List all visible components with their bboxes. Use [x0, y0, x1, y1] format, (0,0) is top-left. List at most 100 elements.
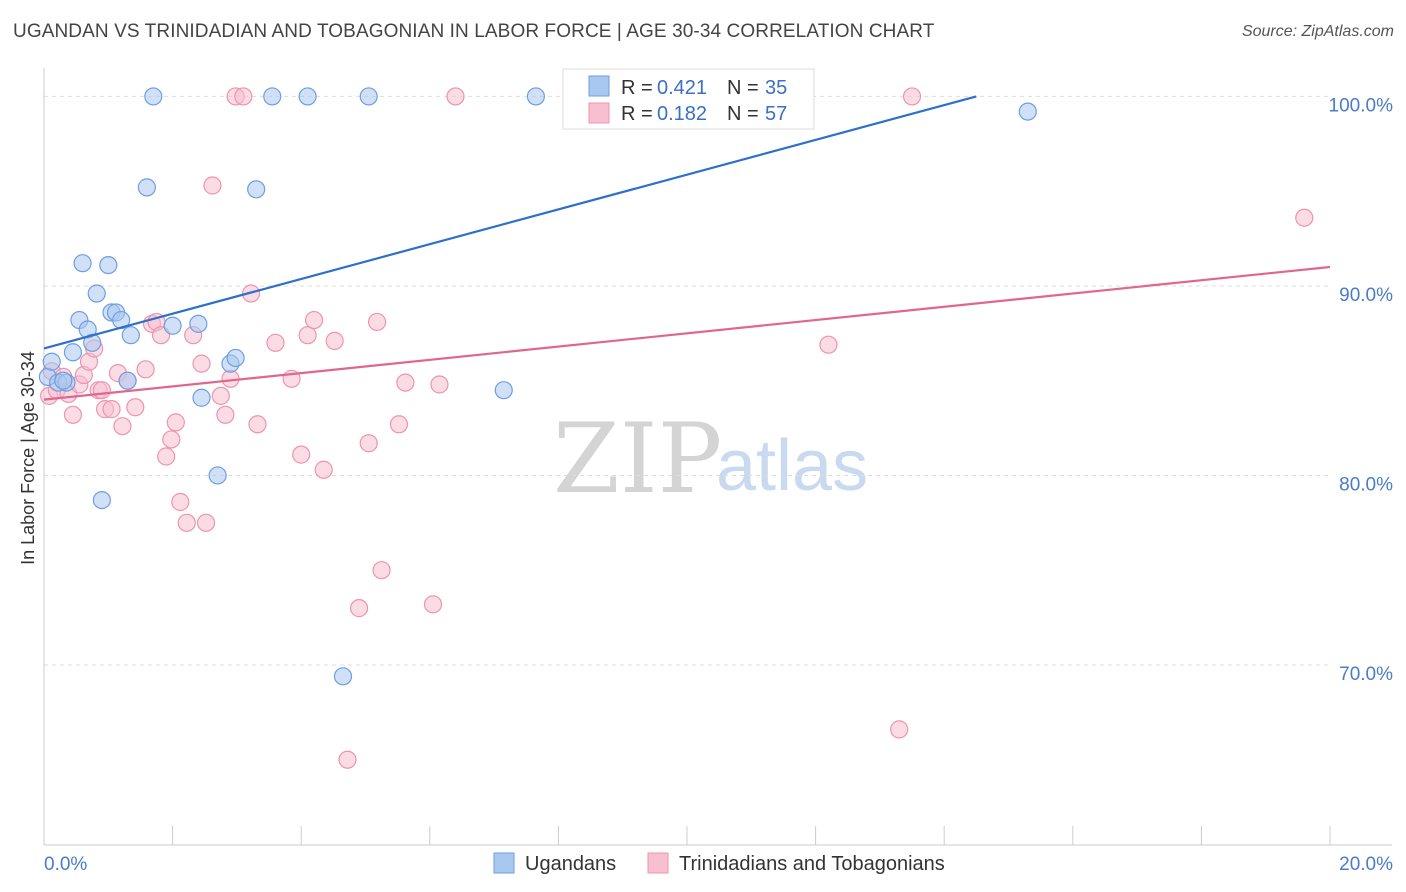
ugandan-point: [144, 87, 163, 106]
y-tick-label: 80.0%: [1339, 474, 1393, 495]
trinidadian-point: [298, 326, 317, 345]
y-tick-label: 90.0%: [1339, 285, 1393, 306]
ugandan-point: [73, 254, 92, 273]
trinidadian-point: [248, 415, 267, 434]
ugandan-point: [54, 371, 73, 390]
trinidadian-point: [890, 720, 909, 739]
legend-swatch-trinidadians: [588, 102, 610, 124]
trinidadian-point: [325, 331, 344, 350]
ugandan-point: [92, 490, 111, 510]
ugandan-point: [137, 178, 156, 197]
trinidadian-point: [338, 750, 357, 769]
ugandan-point: [118, 371, 137, 390]
trinidadian-point: [177, 513, 196, 532]
ugandan-point: [42, 352, 61, 371]
legend-label-trinidadians: Trinidadians and Tobagonians: [679, 853, 945, 875]
trinidadian-point: [126, 398, 145, 417]
ugandan-point: [87, 284, 106, 303]
legend-r-value-trinidadians: 0.182: [657, 103, 707, 125]
y-tick-label: 70.0%: [1339, 664, 1393, 685]
ugandan-point: [63, 343, 83, 362]
y-tick-labels: 70.0% 80.0% 90.0% 100.0%: [1329, 95, 1394, 685]
legend-swatch-ugandans: [588, 75, 610, 97]
ugandan-point: [163, 316, 182, 335]
trinidadian-point: [203, 176, 222, 195]
ugandan-point: [192, 388, 211, 407]
trinidadian-point: [430, 375, 449, 394]
y-axis-label: In Labor Force | Age 30-34: [18, 351, 38, 565]
trinidadian-point: [1295, 208, 1314, 227]
trinidadian-point: [367, 312, 387, 332]
axes: [43, 68, 1392, 846]
ugandan-point: [121, 326, 140, 345]
ugandan-point: [494, 381, 513, 400]
trinidadian-point: [234, 87, 253, 106]
trinidadian-point: [349, 599, 369, 618]
x-tick-labels: 0.0% 20.0%: [44, 854, 1393, 875]
source-label: Source: ZipAtlas.com: [1241, 23, 1394, 40]
watermark: ZIP atlas: [553, 403, 868, 515]
trinidadian-point: [192, 354, 211, 373]
trinidadian-point: [389, 415, 409, 434]
trinidadian-point: [314, 460, 333, 479]
trinidadian-point: [304, 310, 324, 330]
y-tick-label: 100.0%: [1329, 95, 1394, 116]
series-legend: Ugandans Trinidadians and Tobagonians: [493, 852, 945, 875]
legend-r-value-ugandans: 0.421: [657, 77, 707, 99]
ugandan-point: [359, 87, 378, 106]
legend-swatch-trinidadians: [647, 852, 669, 874]
trinidadian-point: [292, 445, 311, 464]
legend-n-value-ugandans: 35: [765, 77, 787, 99]
trinidadian-point: [162, 430, 181, 449]
trinidadian-point: [902, 87, 922, 106]
legend-n-label: N =: [727, 77, 759, 99]
trend-line-ugandans: [43, 95, 977, 350]
series-trinidadians-points: [40, 87, 1314, 769]
trinidadian-point: [819, 335, 838, 354]
ugandan-point: [333, 667, 353, 686]
trinidadian-point: [372, 561, 391, 580]
legend-r-label: R =: [621, 103, 653, 125]
ugandan-point: [247, 180, 266, 199]
chart-title: UGANDAN VS TRINIDADIAN AND TOBAGONIAN IN…: [13, 21, 935, 42]
legend-r-label: R =: [621, 77, 653, 99]
trinidadian-point: [266, 333, 285, 352]
x-tick-label: 20.0%: [1339, 854, 1393, 875]
trinidadian-point: [423, 595, 443, 614]
series-ugandans-points: [38, 87, 1037, 686]
trinidadian-point: [396, 373, 415, 392]
trinidadian-point: [196, 513, 216, 532]
ugandan-point: [298, 87, 317, 106]
legend-n-value-trinidadians: 57: [765, 103, 787, 125]
trinidadian-point: [63, 405, 83, 424]
ugandan-point: [526, 87, 545, 106]
trinidadian-point: [136, 360, 155, 379]
legend-swatch-ugandans: [493, 852, 515, 874]
ugandan-point: [99, 255, 118, 275]
ugandan-point: [1018, 102, 1037, 121]
legend-label-ugandans: Ugandans: [525, 853, 616, 875]
trinidadian-point: [92, 381, 111, 400]
watermark-atlas: atlas: [716, 426, 868, 506]
trend-lines: [43, 95, 1331, 401]
trinidadian-point: [446, 87, 465, 106]
trinidadian-point: [102, 400, 121, 419]
ugandan-point: [83, 333, 102, 352]
legend-n-label: N =: [727, 103, 759, 125]
stats-legend: R = 0.421 N = 35 R = 0.182 N = 57: [562, 68, 815, 130]
ugandan-point: [208, 466, 227, 485]
trinidadian-point: [171, 492, 190, 512]
trinidadian-point: [166, 413, 185, 432]
watermark-zip: ZIP: [553, 403, 722, 515]
ugandan-point: [263, 87, 282, 106]
trend-line-trinidadians: [43, 265, 1331, 401]
ugandan-point: [226, 348, 245, 368]
trinidadian-point: [359, 434, 378, 453]
trinidadian-point: [216, 405, 235, 424]
x-tick-label: 0.0%: [44, 854, 87, 875]
trinidadian-point: [157, 447, 176, 466]
ugandan-point: [189, 314, 208, 333]
trinidadian-point: [113, 417, 132, 436]
trinidadian-point: [211, 386, 230, 405]
